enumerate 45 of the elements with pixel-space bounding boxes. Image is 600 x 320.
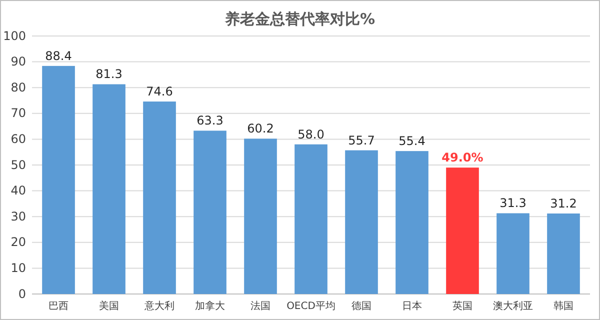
data-label: 58.0 — [298, 127, 324, 142]
bar — [244, 138, 277, 294]
y-tick-label: 50 — [10, 158, 26, 172]
y-tick-label: 0 — [18, 286, 26, 301]
x-tick-label: OECD平均 — [286, 300, 336, 312]
y-tick-label: 70 — [10, 106, 26, 120]
x-tick-label: 美国 — [99, 300, 120, 312]
y-tick-label: 20 — [10, 235, 26, 250]
bar — [496, 213, 530, 294]
bar — [446, 168, 479, 294]
y-tick-label: 10 — [10, 261, 26, 276]
data-label: 81.3 — [96, 67, 122, 82]
x-tick-label: 英国 — [452, 300, 472, 312]
data-label: 88.4 — [45, 48, 72, 63]
bar — [194, 130, 226, 294]
x-tick-label: 日本 — [402, 300, 422, 312]
x-tick-label: 韩国 — [553, 300, 574, 312]
data-label: 55.4 — [398, 134, 426, 148]
x-tick-label: 法国 — [250, 300, 270, 312]
x-tick-label: 德国 — [352, 301, 372, 312]
y-tick-label: 60 — [10, 132, 26, 146]
x-tick-label: 意大利 — [144, 300, 175, 312]
bar — [42, 66, 75, 294]
data-label: 63.3 — [196, 114, 224, 128]
bar — [345, 150, 378, 294]
x-tick-label: 加拿大 — [195, 300, 226, 312]
y-tick-label: 100 — [3, 28, 26, 43]
chart-title: 养老金总替代率对比% — [224, 10, 376, 28]
x-tick-label: 澳大利亚 — [492, 300, 533, 312]
data-label: 60.2 — [247, 122, 274, 136]
y-tick-label: 80 — [10, 80, 26, 94]
data-label: 49.0% — [442, 150, 484, 165]
y-tick-label: 40 — [10, 184, 26, 198]
x-tick-label: 巴西 — [48, 301, 69, 312]
bar — [396, 151, 428, 294]
bar — [547, 214, 580, 294]
data-label: 31.3 — [500, 196, 526, 210]
data-label: 55.7 — [348, 133, 375, 148]
data-label: 74.6 — [146, 84, 173, 99]
data-label: 31.2 — [550, 196, 577, 211]
y-tick-label: 90 — [10, 54, 26, 69]
bar — [92, 84, 126, 294]
y-tick-label: 30 — [10, 209, 26, 224]
bar — [143, 102, 176, 294]
bar — [294, 144, 328, 294]
